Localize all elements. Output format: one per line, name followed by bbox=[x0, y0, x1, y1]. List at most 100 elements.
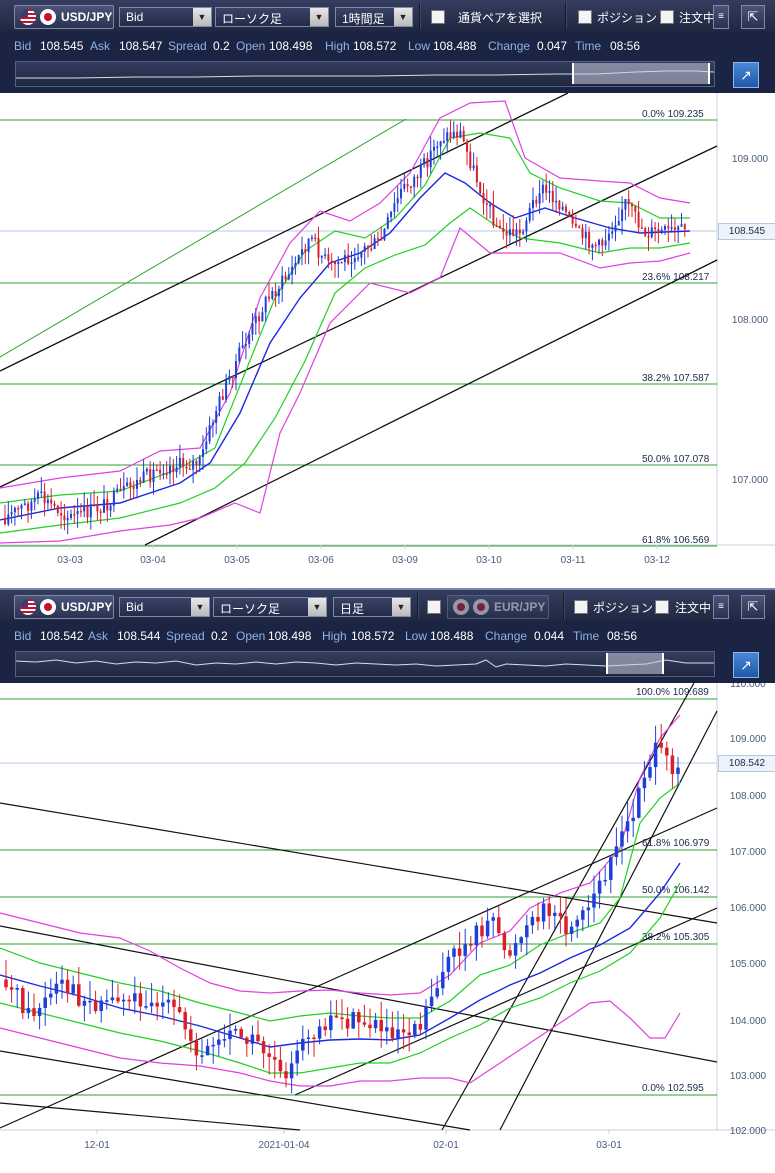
open-value: 108.498 bbox=[269, 39, 313, 53]
chart-type-select[interactable]: ローソク足 ▼ bbox=[213, 597, 327, 617]
candle-body bbox=[239, 1028, 243, 1038]
order-checkbox[interactable] bbox=[660, 10, 674, 24]
fib-level-label: 0.0% 109.235 bbox=[642, 109, 704, 120]
candle-body bbox=[508, 950, 512, 956]
candle-body bbox=[165, 473, 168, 475]
select-pair-checkbox[interactable] bbox=[431, 10, 445, 24]
candle-body bbox=[495, 225, 498, 228]
price-label: 106.000 bbox=[730, 903, 767, 914]
position-checkbox[interactable] bbox=[578, 10, 592, 24]
bid-value: 108.542 bbox=[40, 629, 84, 643]
currency-pair-button[interactable]: USD/JPY bbox=[14, 5, 114, 29]
menu-lines-icon[interactable]: ≡ bbox=[713, 595, 729, 619]
change-value: 0.044 bbox=[534, 629, 565, 643]
chevron-down-icon[interactable]: ▼ bbox=[191, 598, 209, 616]
chart-type-select[interactable]: ローソク足 ▼ bbox=[215, 7, 329, 27]
fib-level-label: 38.2% 107.587 bbox=[642, 373, 710, 384]
candle-body bbox=[86, 505, 89, 518]
timeframe-select[interactable]: 日足 ▼ bbox=[333, 597, 411, 617]
candle-body bbox=[10, 512, 13, 515]
chevron-down-icon[interactable]: ▼ bbox=[392, 598, 410, 616]
candle-body bbox=[189, 1029, 193, 1041]
candle-body bbox=[597, 880, 602, 894]
price-type-select[interactable]: Bid ▼ bbox=[119, 597, 210, 617]
timeframe-value: 1時間足 bbox=[342, 12, 385, 26]
order-checkbox[interactable] bbox=[655, 600, 669, 614]
candle-body bbox=[89, 504, 92, 518]
navigator-scrollbar[interactable] bbox=[15, 61, 715, 87]
candle-body bbox=[564, 916, 568, 934]
price-label: 102.000 bbox=[730, 1126, 767, 1137]
jump-latest-icon[interactable]: ↗ bbox=[733, 652, 759, 678]
candle-body bbox=[27, 503, 30, 511]
candle-body bbox=[396, 1029, 400, 1039]
chevron-down-icon[interactable]: ▼ bbox=[310, 8, 328, 26]
candle-body bbox=[360, 251, 363, 258]
bid-label: Bid bbox=[14, 39, 32, 53]
candle-body bbox=[459, 130, 462, 138]
bollinger-upper bbox=[0, 132, 690, 504]
collapse-arrow-icon[interactable]: ⇱ bbox=[741, 595, 765, 619]
compare-pair-button[interactable]: EUR/JPY bbox=[447, 595, 549, 619]
candle-body bbox=[480, 925, 484, 937]
high-value: 108.572 bbox=[351, 629, 395, 643]
candle-body bbox=[642, 777, 647, 789]
compare-pair-label: EUR/JPY bbox=[494, 600, 546, 614]
candle-body bbox=[145, 469, 148, 472]
candle-body bbox=[653, 742, 658, 768]
time-label: Time bbox=[573, 629, 600, 643]
bollinger-bands bbox=[0, 714, 681, 1087]
navigator-thumb[interactable] bbox=[572, 63, 710, 84]
candle-body bbox=[13, 508, 16, 513]
collapse-arrow-icon[interactable]: ⇱ bbox=[741, 5, 765, 29]
currency-pair-button[interactable]: USD/JPY bbox=[14, 595, 114, 619]
navigator-thumb[interactable] bbox=[606, 653, 664, 674]
navigator-scrollbar[interactable] bbox=[15, 651, 715, 677]
candle-body bbox=[155, 469, 158, 472]
candle-body bbox=[536, 916, 540, 922]
candle-body bbox=[617, 221, 620, 226]
candle-body bbox=[644, 228, 647, 236]
candle-body bbox=[334, 261, 336, 265]
price-label-109: 109.000 bbox=[732, 154, 769, 165]
candle-body bbox=[611, 231, 614, 234]
timeframe-select[interactable]: 1時間足 ▼ bbox=[335, 7, 413, 27]
candle-body bbox=[667, 226, 670, 229]
candle-body bbox=[620, 831, 624, 847]
candle-body bbox=[142, 471, 145, 483]
jump-latest-icon[interactable]: ↗ bbox=[733, 62, 759, 88]
chevron-down-icon[interactable]: ▼ bbox=[394, 8, 412, 26]
position-checkbox[interactable] bbox=[574, 600, 588, 614]
candle-body bbox=[648, 767, 652, 778]
candle-body bbox=[244, 344, 247, 346]
candle-body bbox=[426, 158, 429, 168]
currency-pair-label: USD/JPY bbox=[61, 10, 113, 24]
menu-lines-icon[interactable]: ≡ bbox=[713, 5, 729, 29]
candle-body bbox=[317, 1026, 322, 1039]
candle-body bbox=[122, 485, 125, 491]
chevron-down-icon[interactable]: ▼ bbox=[193, 8, 211, 26]
fib-level-label: 0.0% 102.595 bbox=[642, 1083, 704, 1094]
candle-body bbox=[409, 186, 412, 188]
candle-body bbox=[659, 742, 663, 748]
price-chart[interactable]: 0.0% 109.235 23.6% 108.217 38.2% 107.587 50… bbox=[0, 93, 775, 588]
us-flag-icon bbox=[20, 9, 36, 25]
trend-line-desc-upper bbox=[0, 802, 718, 924]
candle-body bbox=[65, 979, 70, 994]
candle-body bbox=[15, 987, 19, 990]
compare-checkbox[interactable] bbox=[427, 600, 441, 614]
candle-body bbox=[373, 238, 376, 249]
chevron-down-icon[interactable]: ▼ bbox=[308, 598, 326, 616]
time-label: 12-01 bbox=[84, 1140, 110, 1151]
candle-body bbox=[347, 255, 350, 264]
open-value: 108.498 bbox=[268, 629, 312, 643]
candle-body bbox=[330, 260, 333, 263]
trend-line-steep-1 bbox=[441, 683, 695, 1131]
candle-body bbox=[604, 240, 607, 246]
candle-body bbox=[419, 164, 422, 178]
candle-body bbox=[442, 141, 445, 143]
price-chart[interactable]: 100.0% 109.689 61.8% 106.979 50.0% 106.142… bbox=[0, 683, 775, 1173]
candle-body bbox=[357, 257, 360, 260]
price-type-select[interactable]: Bid ▼ bbox=[119, 7, 212, 27]
